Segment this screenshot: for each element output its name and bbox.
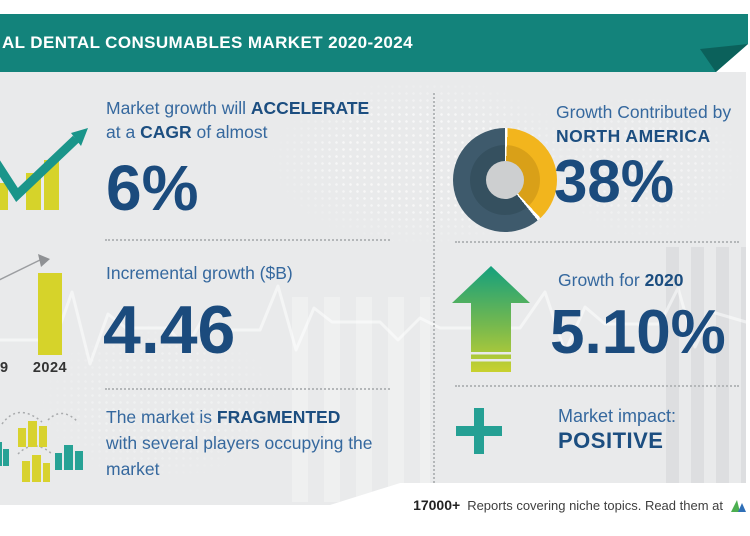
divider: [455, 241, 739, 243]
market-structure-statement: The market is FRAGMENTED with several pl…: [106, 404, 426, 482]
contribution-region: NORTH AMERICA: [556, 126, 711, 146]
region-contribution-label: Growth Contributed by NORTH AMERICA: [556, 100, 731, 148]
structure-text: The market is: [106, 407, 217, 427]
page-title: AL DENTAL CONSUMABLES MARKET 2020-2024: [2, 33, 413, 52]
technavio-logo-icon: [731, 499, 746, 512]
cagr-statement: Market growth will ACCELERATE at a CAGR …: [106, 96, 369, 144]
region-contribution-value: 38%: [554, 148, 675, 215]
forecast-end-year-label: 2024: [32, 360, 68, 376]
plus-icon: [456, 408, 502, 454]
growth-arrow-chart-icon: [0, 128, 88, 210]
footer-text: Reports covering niche topics. Read them…: [467, 497, 723, 513]
contribution-text: Growth Contributed by: [556, 102, 732, 122]
header-background: [0, 14, 748, 72]
yoy-growth-label: Growth for 2020: [558, 268, 684, 292]
cagr-text-accelerate: ACCELERATE: [250, 98, 370, 118]
market-impact-value: POSITIVE: [558, 428, 664, 453]
cagr-text: of almost: [191, 122, 268, 142]
cagr-text-cagr: CAGR: [140, 122, 192, 142]
divider: [105, 239, 390, 241]
column-divider: [433, 93, 435, 491]
cagr-text: at a: [106, 122, 141, 142]
up-arrow-icon: [452, 266, 530, 372]
forecast-bar-icon: [0, 254, 62, 355]
incremental-growth-value: 4.46: [103, 292, 236, 368]
divider: [455, 385, 739, 387]
incremental-growth-label: Incremental growth ($B): [106, 263, 293, 283]
watermark-pulse-line: [0, 284, 746, 366]
fragmented-buildings-icon: [0, 411, 83, 482]
yoy-year: 2020: [644, 270, 684, 290]
structure-text: with several players occupying the marke…: [106, 433, 373, 479]
watermark-map-dots: [552, 90, 742, 240]
donut-chart: [453, 128, 557, 232]
structure-text-fragmented: FRAGMENTED: [216, 407, 341, 427]
yoy-growth-value: 5.10%: [550, 298, 726, 367]
content-panel: 9 2024 Market growth will ACCELERATE: [0, 72, 746, 505]
header-banner: AL DENTAL CONSUMABLES MARKET 2020-2024: [0, 14, 748, 72]
forecast-start-year-label: 9: [0, 360, 9, 376]
divider: [105, 388, 390, 390]
donut-chart-center: [486, 161, 524, 199]
footer: 17000+ Reports covering niche topics. Re…: [413, 497, 747, 513]
yoy-text: Growth for: [558, 270, 645, 290]
cagr-text: Market growth will: [106, 98, 251, 118]
cagr-value: 6%: [106, 152, 199, 224]
market-impact-label: Market impact:: [558, 406, 677, 426]
report-count: 17000+: [413, 497, 461, 513]
